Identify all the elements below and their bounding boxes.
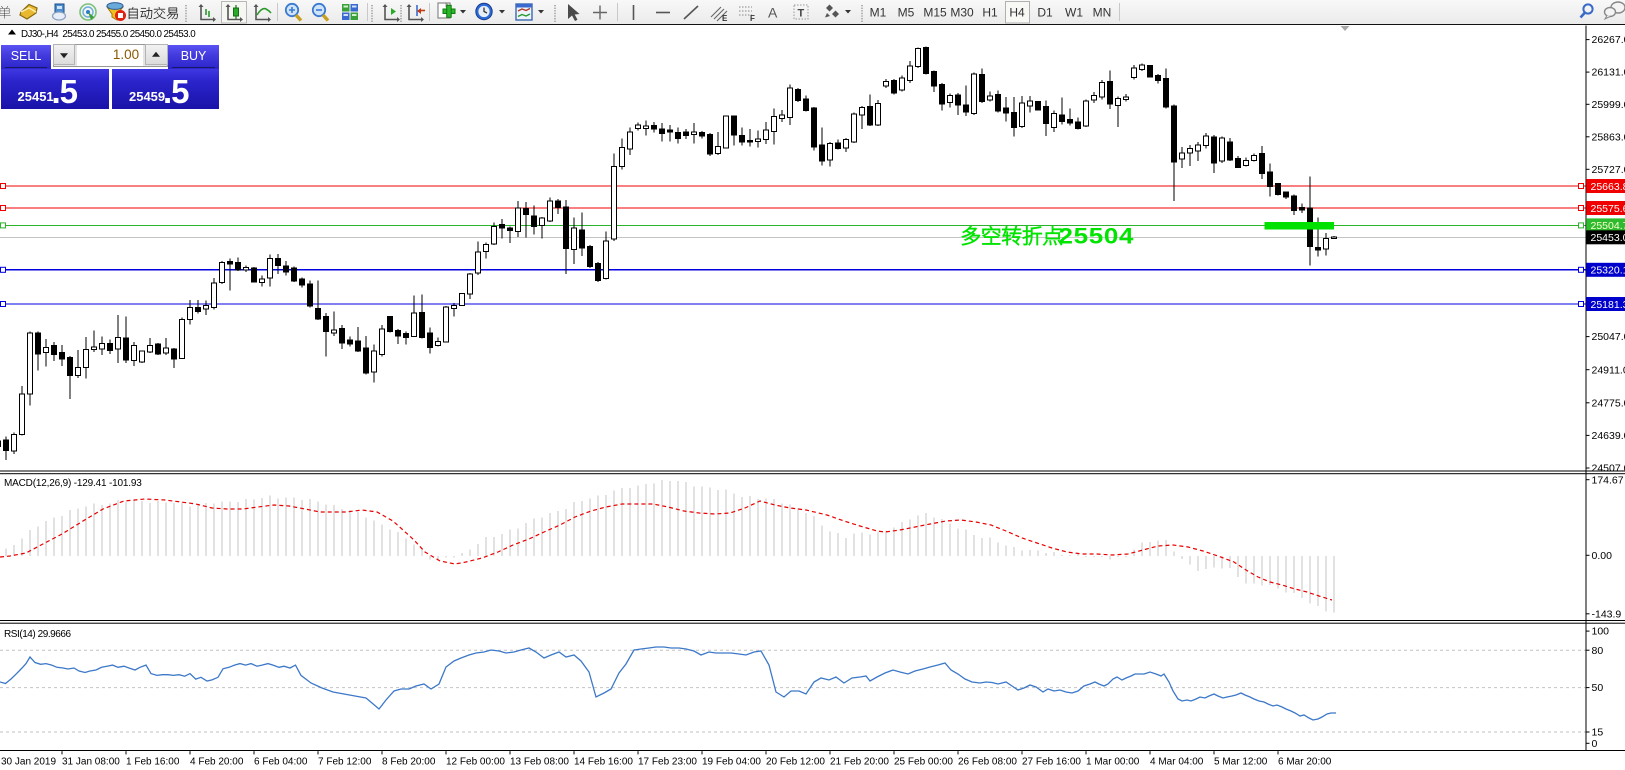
svg-text:F: F: [750, 14, 755, 23]
svg-text:8 Feb 20:00: 8 Feb 20:00: [382, 757, 436, 768]
svg-text:25727.0: 25727.0: [1592, 164, 1625, 176]
svg-text:25047.0: 25047.0: [1592, 331, 1625, 343]
svg-text:-143.9: -143.9: [1592, 608, 1622, 620]
svg-text:20 Feb 12:00: 20 Feb 12:00: [766, 757, 825, 768]
svg-text:M15: M15: [923, 6, 947, 20]
svg-text:25 Feb 00:00: 25 Feb 00:00: [894, 757, 953, 768]
svg-text:MN: MN: [1093, 6, 1112, 20]
svg-text:26 Feb 08:00: 26 Feb 08:00: [958, 757, 1017, 768]
svg-text:MACD(12,26,9) -129.41 -101.93: MACD(12,26,9) -129.41 -101.93: [4, 478, 142, 489]
svg-text:H1: H1: [982, 6, 998, 20]
svg-text:12 Feb 00:00: 12 Feb 00:00: [446, 757, 505, 768]
svg-text:174.67: 174.67: [1592, 474, 1624, 486]
svg-text:DJ30-,H4 25453.0 25455.0 2545: DJ30-,H4 25453.0 25455.0 25450.0 25453.0: [21, 29, 196, 40]
svg-text:17 Feb 23:00: 17 Feb 23:00: [638, 757, 697, 768]
svg-text:27 Feb 16:00: 27 Feb 16:00: [1022, 757, 1081, 768]
svg-text:50: 50: [1592, 682, 1604, 694]
svg-text:M1: M1: [870, 6, 887, 20]
svg-text:4 Feb 20:00: 4 Feb 20:00: [190, 757, 244, 768]
svg-text:5 Mar 12:00: 5 Mar 12:00: [1214, 757, 1268, 768]
svg-text:24639.0: 24639.0: [1592, 430, 1625, 442]
svg-text:15: 15: [1592, 727, 1604, 739]
svg-text:25504: 25504: [1059, 224, 1135, 249]
svg-text:25504.7: 25504.7: [1591, 220, 1625, 232]
svg-text:25999.0: 25999.0: [1592, 99, 1625, 111]
svg-text:25663.8: 25663.8: [1591, 181, 1625, 193]
svg-text:A: A: [768, 5, 778, 21]
svg-text:25320.1: 25320.1: [1591, 265, 1625, 277]
svg-text:19 Feb 04:00: 19 Feb 04:00: [702, 757, 761, 768]
svg-text:24911.0: 24911.0: [1592, 364, 1625, 376]
svg-text:RSI(14) 29.9666: RSI(14) 29.9666: [4, 629, 72, 640]
svg-text:24775.0: 24775.0: [1592, 397, 1625, 409]
svg-text:7 Feb 12:00: 7 Feb 12:00: [318, 757, 372, 768]
svg-text:T: T: [798, 8, 805, 20]
svg-text:1 Feb 16:00: 1 Feb 16:00: [126, 757, 180, 768]
svg-text:H4: H4: [1009, 6, 1025, 20]
svg-text:100: 100: [1592, 626, 1610, 638]
svg-text:25453.0: 25453.0: [1591, 232, 1625, 244]
svg-text:M30: M30: [950, 6, 974, 20]
svg-text:14 Feb 16:00: 14 Feb 16:00: [574, 757, 633, 768]
svg-text:W1: W1: [1065, 6, 1083, 20]
svg-text:25181.3: 25181.3: [1591, 299, 1625, 311]
svg-text:6 Mar 20:00: 6 Mar 20:00: [1278, 757, 1332, 768]
svg-text:25863.0: 25863.0: [1592, 131, 1625, 143]
svg-text:26131.0: 26131.0: [1592, 67, 1625, 79]
svg-text:30 Jan 2019: 30 Jan 2019: [1, 757, 56, 768]
svg-text:25575.6: 25575.6: [1591, 203, 1625, 215]
svg-text:21 Feb 20:00: 21 Feb 20:00: [830, 757, 889, 768]
svg-text:1 Mar 00:00: 1 Mar 00:00: [1086, 757, 1140, 768]
svg-text:13 Feb 08:00: 13 Feb 08:00: [510, 757, 569, 768]
svg-text:M5: M5: [898, 6, 915, 20]
svg-text:0.00: 0.00: [1592, 550, 1613, 562]
svg-text:6 Feb 04:00: 6 Feb 04:00: [254, 757, 308, 768]
svg-text:26267.0: 26267.0: [1592, 34, 1625, 46]
svg-text:D1: D1: [1037, 6, 1053, 20]
svg-text:24507.0: 24507.0: [1592, 463, 1625, 475]
svg-text:4 Mar 04:00: 4 Mar 04:00: [1150, 757, 1204, 768]
svg-text:E: E: [722, 14, 728, 23]
svg-text:0: 0: [1592, 738, 1598, 750]
svg-text:31 Jan 08:00: 31 Jan 08:00: [62, 757, 120, 768]
svg-text:80: 80: [1592, 645, 1604, 657]
